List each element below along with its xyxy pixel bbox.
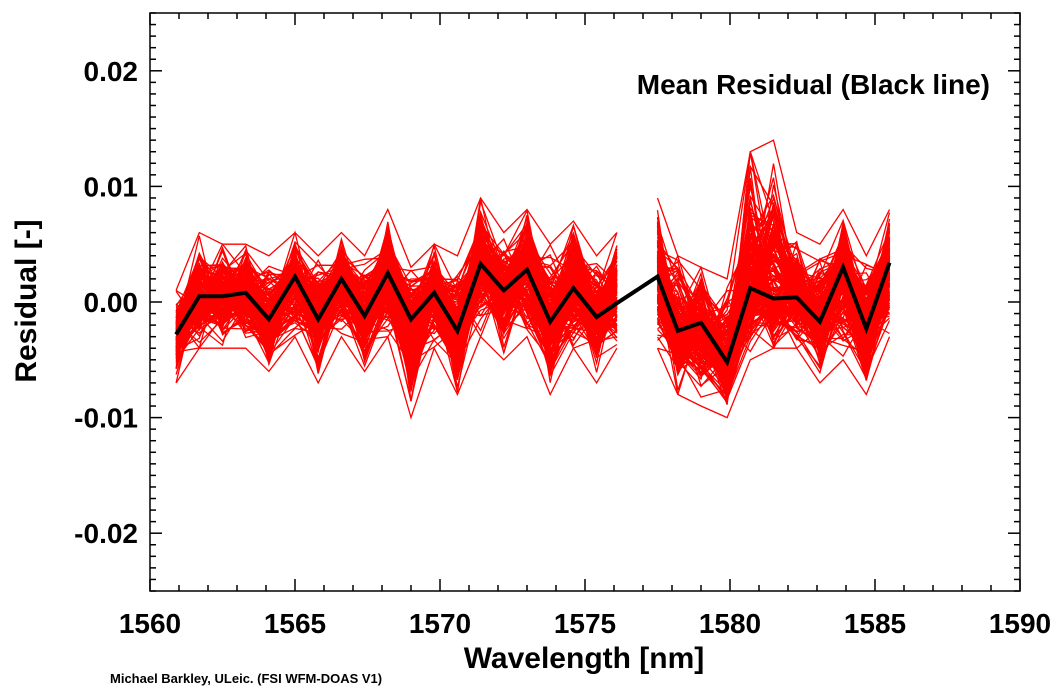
y-tick-label: 0.00 [84, 287, 139, 318]
y-tick-label: 0.02 [84, 56, 139, 87]
mean-residual-annotation: Mean Residual (Black line) [637, 69, 990, 100]
y-axis-title: Residual [-] [10, 219, 43, 382]
residual-line [657, 261, 890, 349]
residual-line [656, 262, 891, 395]
y-axis-ticks [150, 12, 1020, 592]
credit-text: Michael Barkley, ULeic. (FSI WFM-DOAS V1… [110, 671, 382, 686]
residual-line [656, 260, 891, 386]
x-tick-label: 1580 [699, 608, 761, 639]
residual-line [657, 211, 890, 366]
x-tick-label: 1585 [844, 608, 906, 639]
x-tick-label: 1575 [554, 608, 616, 639]
x-axis-ticks [149, 13, 1021, 591]
residual-line [656, 336, 891, 419]
x-axis-title: Wavelength [nm] [464, 642, 705, 675]
x-tick-label: 1565 [264, 608, 326, 639]
residual-line [175, 273, 618, 383]
residual-line [656, 215, 891, 403]
y-tick-label: -0.01 [74, 403, 138, 434]
y-axis-tick-labels: -0.02 -0.01 0.00 0.01 0.02 [74, 56, 138, 549]
mean-residual-line [174, 259, 892, 367]
mean-residual-layer [174, 259, 892, 367]
residual-line [176, 247, 618, 334]
residual-line [175, 221, 618, 359]
residual-line [656, 238, 891, 374]
residual-line [656, 240, 891, 359]
residual-line [656, 249, 890, 381]
x-tick-label: 1570 [409, 608, 471, 639]
residual-line [656, 205, 891, 370]
y-tick-label: 0.01 [84, 171, 139, 202]
residual-line [175, 246, 618, 391]
x-tick-label: 1590 [989, 608, 1051, 639]
individual-residual-lines [175, 139, 891, 420]
x-axis-tick-labels: 1560 1565 1570 1575 1580 1585 1590 [119, 608, 1051, 639]
residual-line [175, 196, 618, 291]
y-tick-label: -0.02 [74, 518, 138, 549]
x-tick-label: 1560 [119, 608, 181, 639]
residual-line [657, 251, 891, 374]
residual-line [656, 177, 891, 381]
residual-line [175, 335, 618, 420]
residual-line [175, 234, 618, 357]
residual-line [656, 139, 891, 280]
residual-line [656, 249, 891, 381]
